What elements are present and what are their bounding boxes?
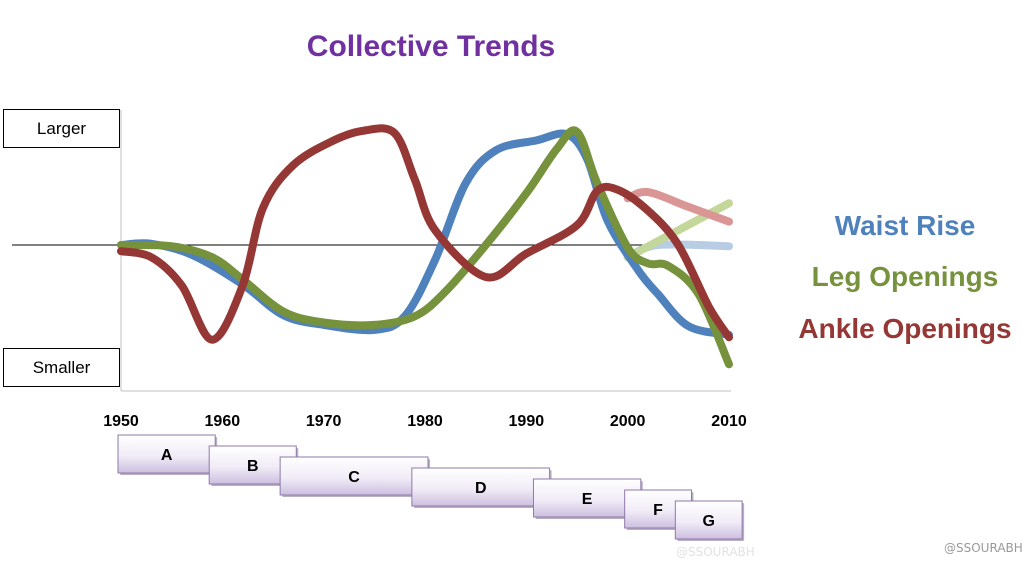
x-tick-label-1970: 1970	[306, 413, 342, 430]
x-tick-label-2010: 2010	[711, 413, 747, 430]
x-tick-labels: 1950 1960 1970 1980 1990 2000 2010	[103, 413, 747, 430]
era-label-d: D	[475, 480, 487, 497]
legend-leg-openings: Leg Openings	[811, 261, 999, 292]
era-box-d: D	[411, 467, 552, 508]
era-label-a: A	[161, 447, 173, 464]
era-boxes: A B C D E F G	[117, 434, 745, 541]
era-label-e: E	[582, 491, 593, 508]
chart-title: Collective Trends	[306, 30, 556, 63]
series-line-ankle-openings	[117, 124, 733, 344]
watermark-faint: @SSOURABH	[676, 545, 755, 559]
series-lines	[117, 124, 733, 369]
era-label-g: G	[703, 513, 715, 530]
legend-waist-rise: Waist Rise	[834, 210, 976, 241]
x-tick-label-2000: 2000	[610, 413, 646, 430]
projection-line-3	[623, 187, 733, 226]
era-box-e: E	[532, 478, 643, 519]
x-tick-label-1980: 1980	[407, 413, 443, 430]
x-tick-label-1950: 1950	[103, 413, 139, 430]
watermark: @SSOURABH	[944, 541, 1022, 555]
legend-ankle-openings: Ankle Openings	[798, 313, 1012, 344]
x-tick-label-1990: 1990	[509, 413, 545, 430]
era-label-f: F	[653, 502, 663, 519]
era-box-a: A	[117, 434, 218, 475]
era-label-c: C	[348, 469, 360, 486]
era-box-g: G	[674, 500, 745, 541]
x-tick-label-1960: 1960	[205, 413, 241, 430]
series-line-waist-rise	[117, 129, 733, 339]
era-box-c: C	[279, 456, 430, 497]
era-label-b: B	[247, 458, 259, 475]
y-axis-smaller-label: Smaller	[3, 348, 120, 387]
y-axis-larger-label: Larger	[3, 109, 120, 148]
